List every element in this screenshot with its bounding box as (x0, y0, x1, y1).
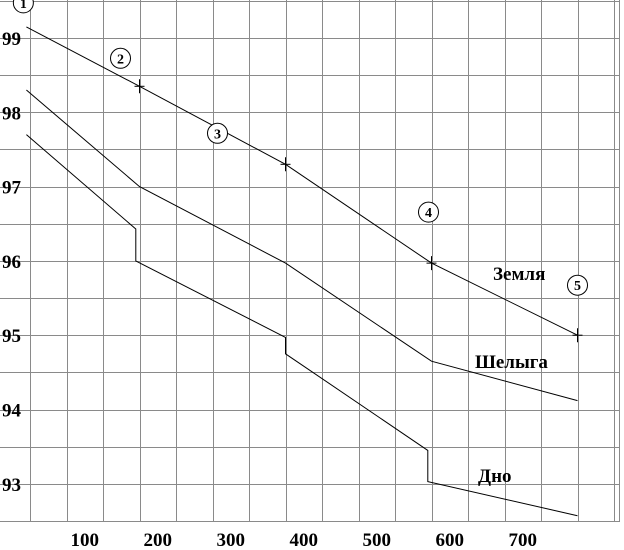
y-tick-label: 98 (2, 103, 21, 124)
y-tick-label: 96 (2, 252, 21, 273)
station-marker-circle (110, 47, 131, 69)
series-line (26, 134, 578, 517)
station-marker: 1 (12, 0, 34, 14)
x-tick-label: 300 (217, 530, 246, 550)
station-crosses (134, 79, 583, 343)
x-tick-label: 700 (509, 530, 538, 550)
station-marker: 5 (567, 274, 588, 296)
x-tick-label: 200 (144, 530, 173, 550)
y-tick-label: 99 (2, 29, 21, 50)
y-tick-label: 94 (2, 401, 22, 422)
station-marker-label: 3 (214, 127, 221, 142)
y-tick-labels: 93 94 95 96 97 98 99 (2, 29, 22, 496)
series-label: Земля (493, 264, 545, 285)
station-markers: 1 2 3 4 5 (12, 0, 588, 296)
series-label: Дно (478, 466, 512, 487)
station-marker-circle (567, 274, 588, 296)
series-labels: Земля Шелыга Дно (475, 264, 548, 487)
y-tick-label: 93 (2, 475, 21, 496)
station-marker: 2 (110, 47, 131, 69)
station-marker: 4 (418, 201, 439, 223)
x-tick-label: 600 (436, 530, 465, 550)
station-marker-circle (12, 0, 34, 14)
station-marker-label: 1 (20, 0, 27, 12)
series-line (26, 26, 578, 336)
x-tick-labels: 100 200 300 400 500 600 700 (71, 530, 538, 550)
x-tick-label: 500 (363, 530, 392, 550)
series-label: Шелыга (475, 352, 548, 373)
station-marker-label: 4 (425, 206, 432, 221)
station-marker-label: 5 (574, 279, 581, 294)
series-line (26, 89, 578, 402)
station-marker-label: 2 (117, 52, 124, 67)
station-marker: 3 (207, 122, 228, 144)
grid (0, 0, 620, 522)
station-marker-circle (418, 201, 439, 223)
x-tick-label: 100 (71, 530, 100, 550)
station-marker-circle (207, 122, 228, 144)
y-tick-label: 97 (2, 178, 22, 199)
y-tick-label: 95 (2, 326, 21, 347)
x-tick-label: 400 (290, 530, 319, 550)
